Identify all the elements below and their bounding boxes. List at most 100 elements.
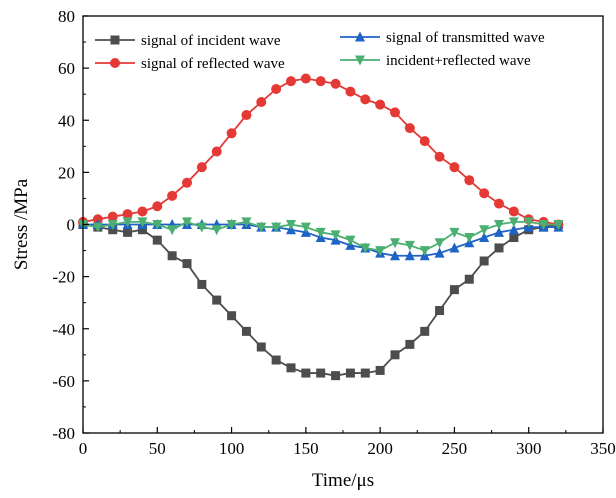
y-axis-title: Stress /MPa [11,178,32,270]
data-point [182,259,192,269]
x-tick-label: 100 [219,439,245,458]
data-point [435,306,445,316]
data-point [315,227,326,238]
data-point [137,217,148,228]
data-point [137,225,147,235]
data-point [375,99,386,110]
x-tick-label: 0 [79,439,88,458]
data-point [182,177,192,188]
data-point [300,73,311,84]
x-tick-label: 200 [367,439,393,458]
data-point [167,225,178,236]
series-3 [78,219,564,261]
legend-label: incident+reflected wave [386,53,531,69]
data-point [345,235,356,246]
data-point [494,226,504,237]
data-point [226,220,237,230]
data-point [360,368,370,378]
series-4 [78,217,564,257]
data-point [508,217,519,228]
data-point [360,94,371,105]
data-point [553,220,564,230]
data-point [479,232,490,243]
data-point [152,220,163,230]
x-tick-label: 300 [516,439,542,458]
data-point [508,206,519,217]
data-point [167,251,177,261]
data-point [152,235,162,245]
data-point [479,256,489,266]
data-point [167,190,178,201]
data-point [315,76,326,87]
data-point [494,243,504,253]
series-2 [78,73,564,230]
data-point [538,220,549,230]
data-point [434,238,445,249]
data-point [375,246,386,257]
data-point [509,233,519,243]
data-point [331,371,341,381]
data-point [360,243,371,254]
x-tick-label: 250 [442,439,468,458]
series-line [82,223,559,377]
data-point [256,222,267,233]
x-tick-label: 150 [293,439,319,458]
legend-item: incident+reflected wave [340,53,531,69]
y-tick-label: 40 [58,111,75,130]
y-tick-label: -20 [52,268,75,287]
data-point [286,76,296,87]
y-tick-label: 0 [67,216,76,235]
data-point [390,250,400,261]
data-point [420,326,430,336]
data-point [405,339,415,349]
data-point [301,368,311,378]
data-point [449,242,460,253]
legend-marker [110,35,120,45]
data-point [434,247,445,258]
y-tick-label: -40 [52,320,75,339]
data-point [494,198,504,209]
data-point [494,220,504,230]
data-point [271,355,281,365]
data-point [271,222,282,233]
data-point [286,363,296,373]
data-point [449,162,460,173]
data-point [211,225,222,236]
data-point [227,311,237,321]
data-point [152,201,163,212]
data-point [464,233,475,244]
data-point [390,107,400,118]
data-point [226,128,237,139]
data-point [479,188,490,199]
legend: signal of incident wave signal of reflect… [95,30,545,72]
y-tick-label: 60 [58,59,75,78]
legend-item: signal of transmitted wave [340,30,545,46]
data-point [241,110,252,121]
legend-marker [355,55,365,66]
data-point [197,279,207,289]
data-point [241,217,252,228]
legend-label: signal of transmitted wave [386,30,545,46]
data-point [212,295,222,305]
plot-content [78,73,564,381]
data-point [404,123,415,134]
data-point [107,211,118,222]
data-point [330,230,341,241]
data-point [419,136,430,147]
data-point [449,227,460,238]
data-point [316,368,326,378]
data-point [345,86,356,97]
data-point [508,224,519,235]
legend-label: signal of reflected wave [141,56,285,72]
data-point [345,368,355,378]
data-point [137,206,148,217]
data-point [330,78,341,89]
data-point [286,220,296,230]
data-point [390,238,400,249]
data-point [449,285,459,295]
data-point [107,220,118,230]
data-point [256,97,267,108]
series-1 [78,220,563,381]
legend-item: signal of incident wave [95,33,281,49]
